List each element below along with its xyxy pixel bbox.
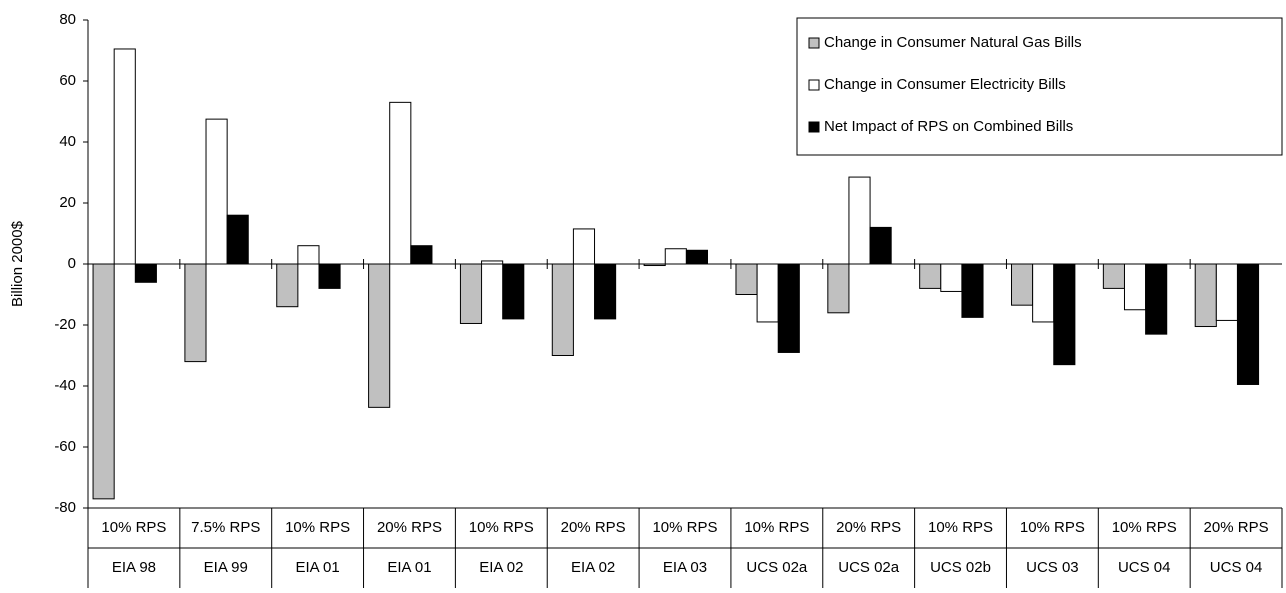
- legend-label: Change in Consumer Electricity Bills: [824, 76, 1066, 93]
- bar: [1194, 263, 1217, 328]
- bar: [276, 263, 299, 308]
- bar: [869, 226, 892, 265]
- x-tick-label: UCS 02a: [746, 559, 808, 576]
- bar: [777, 263, 800, 353]
- bar: [685, 249, 709, 265]
- x-tick-label: EIA 02: [479, 559, 523, 576]
- x-tick-label: 10% RPS: [101, 519, 166, 536]
- x-tick-label: 10% RPS: [928, 519, 993, 536]
- bar: [389, 101, 412, 265]
- bar: [594, 263, 617, 320]
- x-tick-label: UCS 04: [1210, 559, 1263, 576]
- bar: [1011, 263, 1034, 306]
- x-tick-label: 10% RPS: [1020, 519, 1085, 536]
- legend-label: Net Impact of RPS on Combined Bills: [824, 118, 1073, 135]
- x-tick-label: 7.5% RPS: [191, 519, 260, 536]
- bar: [1123, 263, 1147, 311]
- x-tick-label: 10% RPS: [1112, 519, 1177, 536]
- y-tick-label: 60: [59, 72, 76, 89]
- y-tick-label: -60: [54, 438, 76, 455]
- legend-label: Change in Consumer Natural Gas Bills: [824, 34, 1082, 51]
- x-tick-label: 20% RPS: [1204, 519, 1269, 536]
- bar: [827, 263, 850, 314]
- y-tick-label: 40: [59, 133, 76, 150]
- y-tick-label: -40: [54, 377, 76, 394]
- x-tick-label: EIA 99: [204, 559, 248, 576]
- x-tick-label: 10% RPS: [652, 519, 717, 536]
- x-tick-label: EIA 01: [387, 559, 431, 576]
- bar: [756, 263, 779, 323]
- bar: [410, 245, 433, 265]
- x-tick-label: EIA 02: [571, 559, 615, 576]
- bar: [1236, 263, 1260, 385]
- bar: [664, 248, 687, 265]
- bar: [134, 263, 157, 283]
- bar: [205, 118, 228, 265]
- bar: [184, 263, 207, 363]
- y-tick-label: 0: [68, 255, 76, 272]
- x-tick-label: UCS 03: [1026, 559, 1079, 576]
- bar: [459, 263, 483, 324]
- x-tick-label: 20% RPS: [561, 519, 626, 536]
- x-tick-label: EIA 03: [663, 559, 707, 576]
- bar: [92, 263, 115, 500]
- bar: [1102, 263, 1125, 289]
- legend-swatch: [808, 79, 820, 91]
- x-tick-label: 10% RPS: [469, 519, 534, 536]
- bar: [551, 263, 574, 356]
- y-tick-label: 20: [59, 194, 76, 211]
- bar: [226, 214, 249, 265]
- legend-swatch: [808, 37, 820, 49]
- bar: [919, 263, 942, 289]
- x-tick-label: 20% RPS: [836, 519, 901, 536]
- bar: [1032, 263, 1055, 323]
- bar: [318, 263, 341, 289]
- legend-box: [796, 17, 1283, 156]
- x-tick-label: UCS 02b: [930, 559, 991, 576]
- y-axis-label: Billion 2000$: [9, 220, 26, 307]
- bar: [643, 263, 666, 267]
- bar: [502, 263, 525, 320]
- x-tick-label: UCS 04: [1118, 559, 1171, 576]
- x-tick-label: EIA 01: [296, 559, 340, 576]
- y-tick-label: -20: [54, 316, 76, 333]
- bar: [961, 263, 984, 318]
- x-tick-label: EIA 98: [112, 559, 156, 576]
- bar: [1145, 263, 1168, 335]
- y-tick-label: -80: [54, 499, 76, 516]
- x-tick-label: 10% RPS: [285, 519, 350, 536]
- y-tick-label: 80: [59, 11, 76, 28]
- legend-swatch: [808, 121, 820, 133]
- bar: [113, 48, 136, 265]
- bar: [1053, 263, 1076, 366]
- x-tick-label: 20% RPS: [377, 519, 442, 536]
- bar: [368, 263, 391, 408]
- bar: [297, 245, 320, 265]
- bar: [940, 263, 963, 292]
- bar: [1215, 263, 1238, 321]
- x-tick-label: UCS 02a: [838, 559, 900, 576]
- bar: [481, 260, 504, 265]
- x-tick-label: 10% RPS: [744, 519, 809, 536]
- bar: [572, 228, 596, 265]
- bar: [735, 263, 758, 295]
- bar: [848, 176, 871, 265]
